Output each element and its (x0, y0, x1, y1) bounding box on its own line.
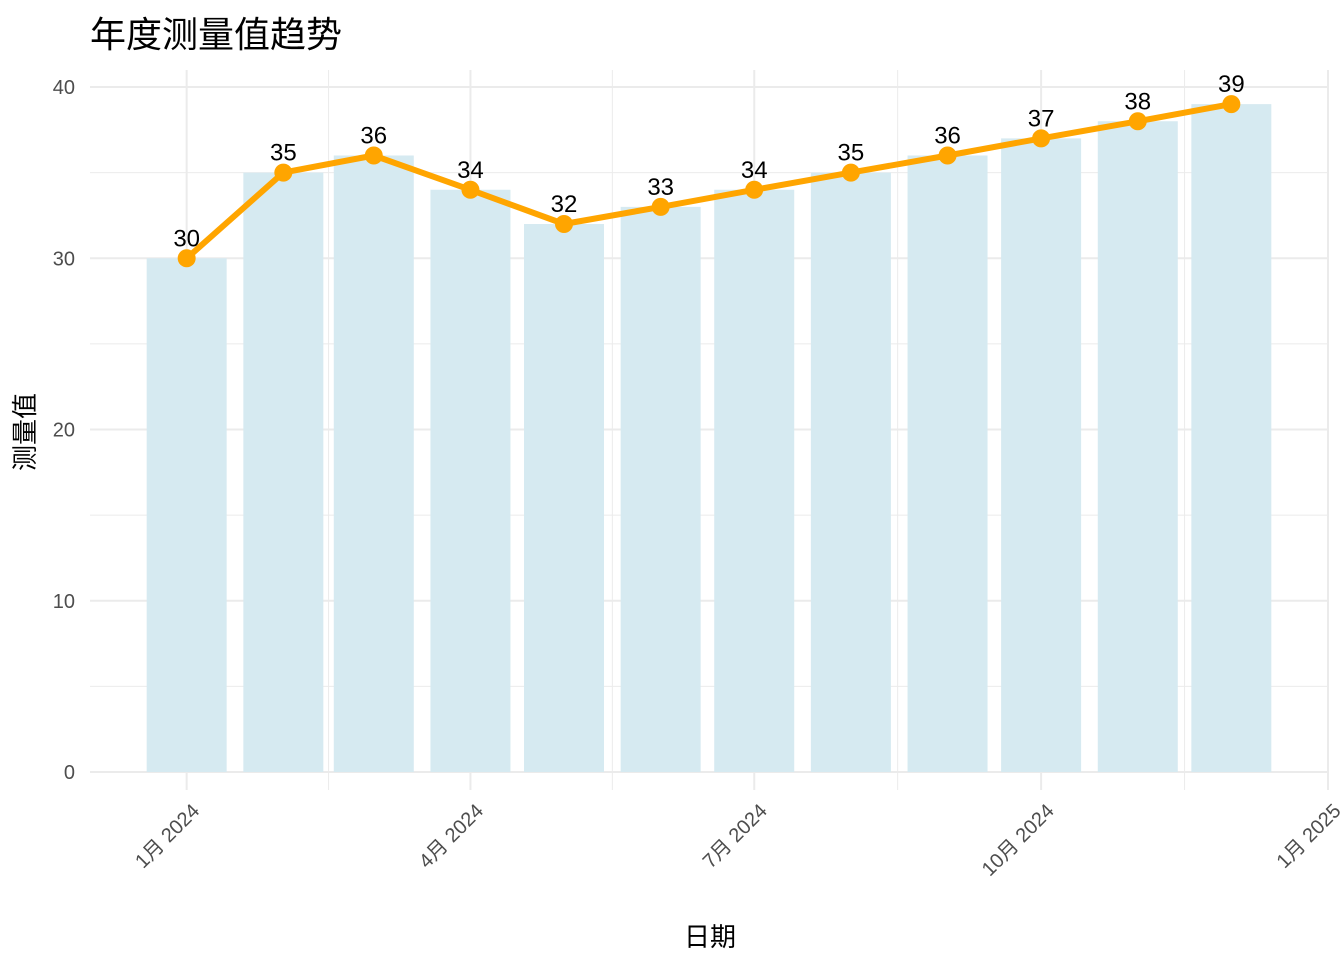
bar (523, 224, 604, 772)
line-point (1222, 95, 1241, 114)
y-tick-label: 20 (53, 420, 75, 442)
chart-title: 年度测量值趋势 (90, 15, 342, 56)
points (177, 95, 1241, 268)
y-tick-label: 10 (53, 591, 75, 613)
line-point (651, 197, 670, 216)
bar (146, 258, 227, 772)
line-point (1128, 112, 1147, 131)
bar (714, 189, 795, 772)
line-point (274, 163, 293, 182)
data-label: 35 (838, 140, 865, 167)
x-tick-label: 1月 2025 (1273, 800, 1344, 873)
data-label: 39 (1218, 71, 1245, 98)
bar (243, 172, 324, 772)
line-point (841, 163, 860, 182)
x-tick-labels: 1月 2024 4月 2024 7月 2024 10月 2024 1月 2025 (131, 800, 1344, 881)
y-tick-labels: 0 10 20 30 40 (53, 77, 75, 784)
data-label: 30 (173, 225, 200, 252)
data-label: 38 (1124, 88, 1151, 115)
data-label: 37 (1028, 105, 1055, 132)
line-point (1032, 129, 1051, 148)
data-label: 32 (551, 191, 578, 218)
x-tick-label: 7月 2024 (699, 800, 772, 873)
line-point (364, 146, 383, 165)
line-point (938, 146, 957, 165)
data-label: 34 (741, 157, 768, 184)
x-tick-label: 4月 2024 (415, 800, 488, 873)
y-tick-label: 30 (53, 248, 75, 270)
line-point (461, 180, 480, 199)
bar (333, 155, 414, 772)
data-label: 36 (934, 123, 961, 150)
bar (1001, 138, 1082, 772)
data-label: 35 (270, 140, 297, 167)
x-axis-title: 日期 (684, 923, 736, 953)
bar (907, 155, 988, 772)
data-labels: 30 35 36 34 32 33 34 35 36 37 38 39 (173, 71, 1244, 252)
line-point (554, 215, 573, 233)
bars (146, 104, 1272, 772)
data-label: 34 (457, 157, 484, 184)
bar (810, 172, 891, 772)
line-point (177, 249, 196, 268)
y-axis-title: 测量值 (11, 393, 41, 471)
bar (1191, 104, 1272, 772)
data-label: 36 (360, 123, 387, 150)
bar (1097, 121, 1178, 772)
trend-line (183, 101, 1235, 262)
x-tick-label: 1月 2024 (131, 800, 204, 873)
y-tick-label: 0 (64, 762, 75, 784)
bar (620, 206, 701, 772)
line-point (745, 180, 764, 199)
x-tick-label: 10月 2024 (978, 800, 1059, 881)
data-label: 33 (647, 174, 674, 201)
y-tick-label: 40 (53, 77, 75, 99)
bar (430, 189, 511, 772)
